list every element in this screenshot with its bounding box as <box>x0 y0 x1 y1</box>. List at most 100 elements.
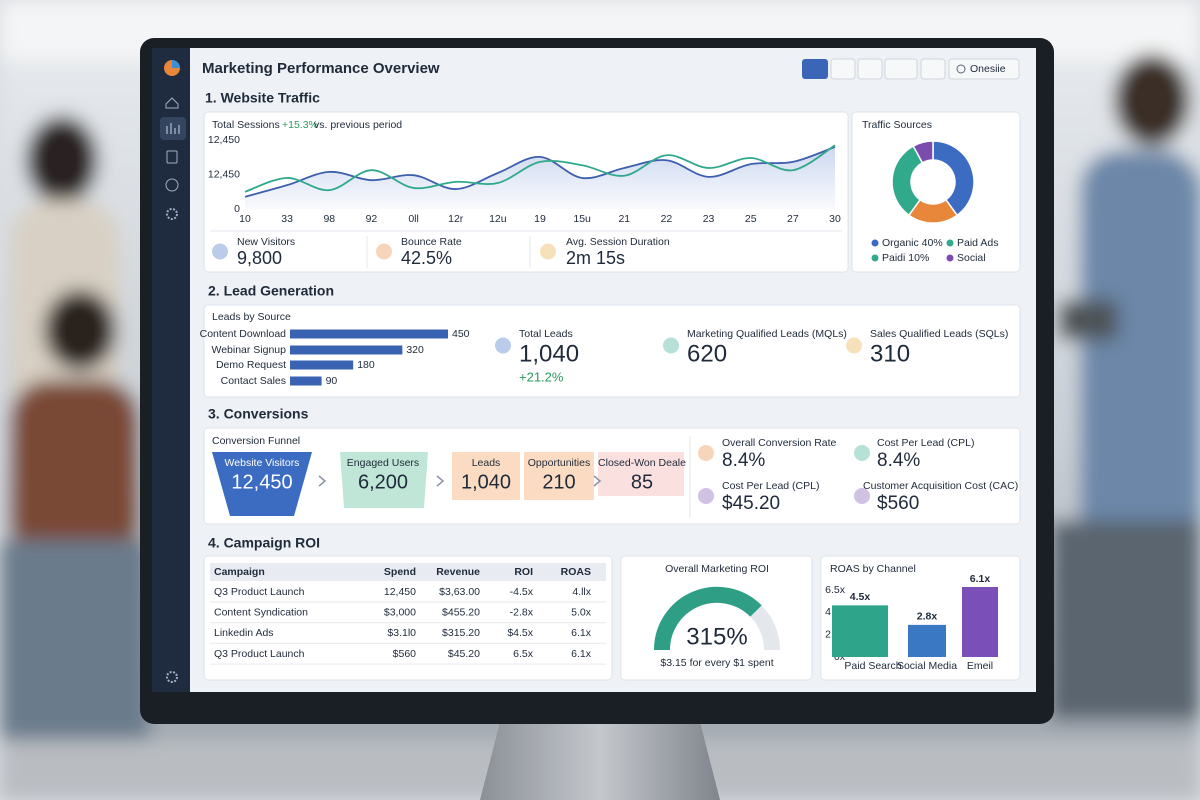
table-header <box>210 563 606 581</box>
table-cell: $560 <box>393 648 417 660</box>
table-cell: $45.20 <box>448 648 480 660</box>
x-tick-label: Emeil <box>967 660 993 672</box>
column-header: ROAS <box>561 566 591 578</box>
x-tick-label: 30 <box>829 213 841 225</box>
card <box>851 111 1021 273</box>
bar <box>290 376 322 386</box>
x-tick-label: 25 <box>745 213 757 225</box>
kpi-value: 8.4% <box>877 450 920 471</box>
toolbar-button[interactable] <box>920 58 946 80</box>
data-label: 320 <box>406 344 424 356</box>
funnel-arrow <box>436 475 445 487</box>
stage-value: 6,200 <box>358 471 408 493</box>
kpi-label: Cost Per Lead (CPL) <box>877 437 974 449</box>
chart-title: ROAS by Channel <box>830 563 916 575</box>
kpi-label: Marketing Qualified Leads (MQLs) <box>687 328 847 340</box>
legend-swatch <box>871 239 879 247</box>
table-cell: 12,450 <box>384 586 416 598</box>
column-header: ROI <box>514 566 533 578</box>
table-cell: 4.llx <box>572 586 591 598</box>
funnel-stage <box>340 452 428 508</box>
report-icon[interactable] <box>166 150 178 164</box>
stage-value: 12,450 <box>231 471 292 493</box>
account-dropdown[interactable] <box>948 58 1020 80</box>
x-tick-label: 15u <box>573 213 591 225</box>
x-tick-label: 21 <box>618 213 630 225</box>
kpi-icon <box>212 243 228 260</box>
kpi-icon <box>540 243 556 260</box>
x-tick-label: 10 <box>239 213 251 225</box>
kpi-value: 2m 15s <box>566 248 625 268</box>
x-tick-label: 23 <box>703 213 715 225</box>
x-tick-label: 12r <box>448 213 464 225</box>
gauge-title: Overall Marketing ROI <box>665 563 769 575</box>
kpi-label: Sales Qualified Leads (SQLs) <box>870 328 1008 340</box>
person-head <box>26 116 98 204</box>
kpi-value: 8.4% <box>722 450 765 471</box>
stage-label: Opportunities <box>528 457 590 469</box>
card <box>203 304 1021 398</box>
toolbar-button[interactable] <box>830 58 856 80</box>
toolbar-button[interactable] <box>802 59 828 79</box>
kpi-value: 620 <box>687 340 727 367</box>
category-label: Contact Sales <box>221 375 286 387</box>
funnel-stage <box>524 452 594 500</box>
stage-value: 210 <box>542 471 575 493</box>
toolbar-button[interactable] <box>884 58 918 80</box>
kpi-icon <box>663 337 679 354</box>
kpi-value: $560 <box>877 493 919 514</box>
table-cell: Linkedin Ads <box>214 627 274 639</box>
funnel-stage <box>212 452 312 516</box>
table-cell: Content Syndication <box>214 606 308 618</box>
pie-slice <box>932 140 975 217</box>
kpi-label: Bounce Rate <box>401 236 462 248</box>
logo <box>172 60 180 68</box>
nav-selected[interactable] <box>160 117 186 140</box>
table-cell: 5.0x <box>571 606 592 618</box>
kpi-icon <box>846 337 862 354</box>
table-cell: $3,000 <box>384 606 416 618</box>
stage-value: 85 <box>631 471 653 493</box>
kpi-label: Customer Acquisition Cost (CAC) <box>863 480 1018 492</box>
kpi-value: 310 <box>870 340 910 367</box>
toolbar-button[interactable] <box>857 58 883 80</box>
table-cell: $455.20 <box>442 606 480 618</box>
stage-value: 1,040 <box>461 471 511 493</box>
kpi-label: Overall Conversion Rate <box>722 437 837 449</box>
column-header: Campaign <box>214 566 265 578</box>
person-body <box>1080 150 1200 570</box>
funnel-stage <box>598 452 684 496</box>
chart-title: Total Sessions <box>212 119 280 131</box>
table-cell: Q3 Product Launch <box>214 648 305 660</box>
table-cell: -2.8x <box>510 606 534 618</box>
gauge-note: $3.15 for every $1 spent <box>660 657 773 669</box>
kpi-label: Cost Per Lead (CPL) <box>722 480 819 492</box>
card <box>203 555 613 681</box>
bar <box>290 360 354 370</box>
settings-icon[interactable] <box>166 208 178 220</box>
kpi-label: Total Leads <box>519 328 573 340</box>
home-icon[interactable] <box>165 97 179 109</box>
settings-icon[interactable] <box>166 671 178 683</box>
desk <box>1050 520 1200 720</box>
y-axis-label: 12,450 <box>208 168 240 180</box>
kpi-icon <box>698 445 714 461</box>
x-tick-label: 0ll <box>408 213 419 225</box>
legend-swatch <box>871 254 879 262</box>
data-label: 4.5x <box>850 591 871 603</box>
funnel-title: Conversion Funnel <box>212 435 300 447</box>
funnel-arrow <box>318 475 327 487</box>
bar <box>290 345 403 355</box>
x-tick-label: Paid Search <box>844 660 901 672</box>
table-cell: 6.5x <box>513 648 534 660</box>
change: +15.3% <box>282 119 318 131</box>
tablet <box>1058 300 1118 340</box>
person-head <box>44 290 116 370</box>
kpi-icon <box>376 243 392 260</box>
section-title: 4. Campaign ROI <box>208 535 320 551</box>
y-axis-label: 12,450 <box>208 134 240 146</box>
funnel-stage <box>452 452 520 500</box>
globe-icon[interactable] <box>165 178 179 192</box>
